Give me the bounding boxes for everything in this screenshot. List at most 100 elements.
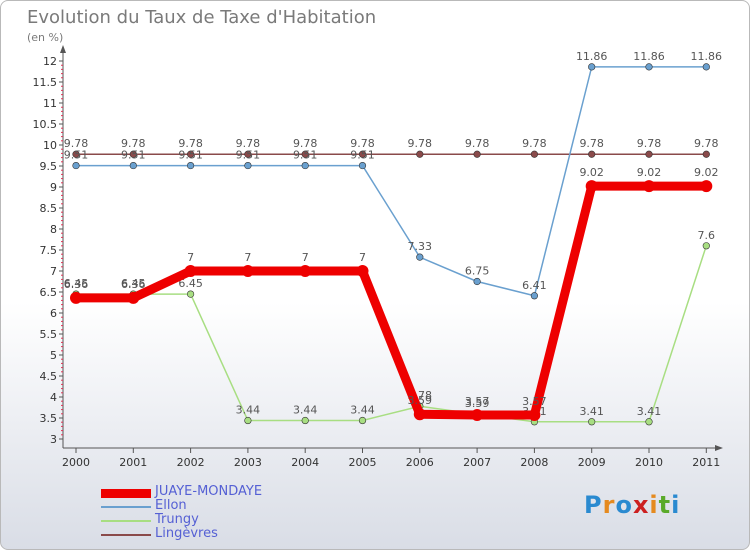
logo-letter: x: [632, 491, 650, 519]
data-point: [473, 277, 481, 286]
y-tick-label: 10: [43, 139, 57, 152]
series-line-ellon: [75, 66, 708, 297]
y-tick-label: 11.5: [33, 76, 58, 89]
data-point: [184, 265, 197, 277]
data-label: 3.44: [236, 404, 261, 417]
data-label: 9.51: [350, 149, 375, 162]
y-tick-label: 10.5: [33, 118, 58, 131]
data-label: 9.78: [637, 137, 662, 150]
x-tick-label: 2000: [62, 456, 90, 469]
data-point: [241, 265, 254, 277]
x-tick-label: 2011: [692, 456, 720, 469]
data-point: [530, 292, 539, 300]
y-tick-label: 8.5: [40, 202, 58, 215]
data-label: 7: [187, 251, 194, 264]
data-point: [700, 180, 713, 193]
x-tick-label: 2001: [119, 456, 147, 469]
data-label: 9.78: [64, 137, 89, 150]
chart-subtitle: (en %): [27, 31, 64, 44]
data-point: [72, 150, 80, 158]
proxiti-logo: Proxiti: [584, 491, 680, 519]
y-axis-arrow: [60, 45, 66, 53]
data-label: 6.41: [522, 279, 547, 292]
data-point: [588, 63, 596, 71]
y-tick-label: 9.5: [40, 160, 58, 173]
x-tick-label: 2002: [177, 456, 205, 469]
data-point: [645, 63, 653, 71]
data-label: 3.44: [293, 404, 318, 417]
data-label: 9.78: [522, 137, 547, 150]
series-line-juaye-mondaye: [71, 181, 711, 420]
y-tick-label: 3.5: [40, 412, 58, 425]
data-point: [244, 161, 252, 170]
data-label: 3.59: [408, 394, 433, 407]
data-point: [645, 418, 653, 426]
y-tick-label: 6: [50, 307, 57, 320]
data-point: [413, 408, 426, 421]
data-point: [416, 150, 424, 158]
data-point: [187, 161, 195, 170]
series-line-trungy: [75, 245, 708, 423]
data-label: 9.78: [408, 137, 433, 150]
logo-letter: P: [584, 491, 603, 519]
legend-item: Trungy: [101, 513, 301, 528]
x-tick-label: 2003: [234, 456, 262, 469]
data-point: [127, 291, 140, 304]
data-label: 9.78: [465, 137, 490, 150]
data-label: 11.86: [633, 50, 665, 63]
legend-label: Lingèvres: [155, 526, 218, 541]
data-label: 11.86: [576, 50, 608, 63]
logo-letter: t: [658, 491, 672, 519]
data-point: [299, 265, 312, 277]
data-point: [301, 161, 309, 170]
data-label: 9.51: [293, 149, 318, 162]
data-label: 9.51: [121, 149, 146, 162]
data-point: [356, 265, 369, 277]
data-point: [72, 161, 80, 170]
data-point: [301, 416, 309, 425]
data-label: 6.45: [178, 277, 203, 290]
data-label: 7.33: [408, 240, 433, 253]
legend-swatch: [101, 489, 151, 498]
data-point: [588, 418, 596, 426]
legend-item: Lingèvres: [101, 526, 301, 542]
y-tick-label: 6.5: [40, 286, 58, 299]
data-point: [643, 180, 655, 193]
data-label: 7: [244, 251, 251, 264]
x-tick-label: 2009: [578, 456, 606, 469]
data-point: [301, 150, 309, 158]
y-tick-label: 8: [50, 223, 57, 236]
y-tick-label: 4.5: [40, 370, 58, 383]
legend-swatch: [101, 506, 151, 508]
legend-item: Ellon: [101, 499, 301, 514]
data-point: [129, 150, 137, 158]
data-label: 6.36: [64, 278, 89, 291]
logo-letter: i: [649, 491, 659, 519]
data-point: [129, 161, 137, 170]
x-tick-label: 2006: [406, 456, 434, 469]
legend-item: JUAYE-MONDAYE: [101, 485, 301, 500]
data-label: 9.02: [579, 166, 604, 179]
logo-letter: i: [671, 491, 681, 519]
data-point: [702, 242, 710, 250]
data-label: 9.51: [64, 149, 89, 162]
data-point: [471, 409, 484, 422]
x-axis-arrow: [715, 445, 723, 451]
x-tick-label: 2005: [349, 456, 377, 469]
data-label: 9.51: [178, 149, 203, 162]
legend-swatch: [101, 534, 151, 536]
data-point: [187, 290, 195, 298]
data-label: 6.45: [121, 277, 146, 290]
legend-swatch: [101, 520, 151, 522]
data-label: 6.45: [64, 277, 89, 290]
data-label: 3.44: [350, 404, 375, 417]
x-tick-label: 2007: [463, 456, 491, 469]
chart-title: Evolution du Taux de Taxe d'Habitation: [27, 7, 377, 28]
data-label: 11.86: [691, 50, 723, 63]
data-point: [588, 150, 596, 158]
data-point: [244, 416, 252, 425]
data-point: [416, 253, 424, 261]
x-tick-label: 2004: [291, 456, 319, 469]
